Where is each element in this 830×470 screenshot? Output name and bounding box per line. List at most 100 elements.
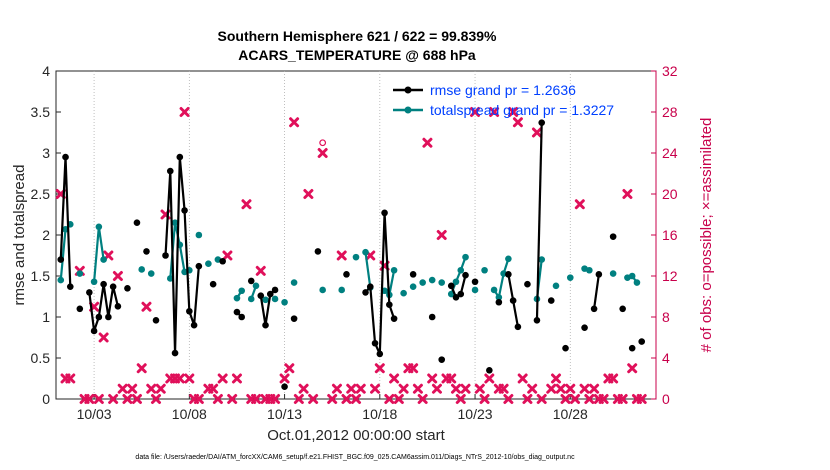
- rmse-point: [266, 290, 274, 298]
- obs-assimilated-marker: [289, 117, 300, 128]
- obs-assimilated-marker: [122, 394, 133, 404]
- x-axis-ticks: 10/03 10/08 10/13 10/18 10/23 10/28: [77, 394, 588, 422]
- obs-assimilated-marker: [231, 373, 242, 384]
- obs-assimilated-marker: [98, 332, 109, 343]
- totalspread-point: [57, 276, 65, 284]
- rmse-point: [533, 316, 541, 324]
- obs-assimilated-marker: [193, 394, 204, 404]
- rmse-point: [486, 367, 493, 374]
- rmse-point: [57, 256, 65, 263]
- obs-assimilated-marker: [336, 250, 347, 261]
- totalspread-point: [552, 282, 560, 290]
- obs-assimilated-marker: [498, 383, 509, 394]
- obs-assimilated-marker: [136, 363, 147, 374]
- totalspread-point: [609, 270, 617, 277]
- y-tick-label: 1.5: [31, 268, 51, 284]
- y-tick-label: 3: [42, 145, 50, 161]
- rmse-point: [86, 289, 93, 296]
- rmse-point: [638, 338, 646, 345]
- obs-assimilated-marker: [546, 383, 557, 394]
- rmse-point: [195, 262, 203, 270]
- obs-assimilated-marker: [146, 383, 157, 394]
- rmse-point: [595, 271, 603, 278]
- obs-assimilated-marker: [431, 383, 442, 394]
- rmse-point: [281, 383, 288, 391]
- rmse-point: [247, 277, 255, 285]
- obs-assimilated-marker: [622, 189, 633, 199]
- totalspread-point: [166, 275, 174, 282]
- totalspread-point: [95, 223, 103, 231]
- x-tick-label: 10/08: [172, 406, 207, 422]
- y-tick-label: 1: [42, 309, 50, 325]
- obs-assimilated-marker: [446, 373, 457, 384]
- legend-rmse-label: rmse grand pr = 1.2636: [430, 82, 576, 98]
- obs-assimilated-marker: [346, 383, 357, 394]
- obs-assimilated-marker: [155, 383, 166, 394]
- rmse-point: [452, 294, 460, 301]
- rmse-point: [209, 280, 217, 288]
- rmse-point: [233, 308, 241, 316]
- totalspread-point: [233, 294, 241, 302]
- rmse-point: [314, 248, 322, 255]
- y-tick-label: 2: [42, 227, 50, 243]
- rmse-point: [271, 286, 279, 294]
- legend-rmse-marker: [404, 86, 412, 94]
- y2-tick-label: 20: [662, 186, 678, 202]
- rmse-point: [547, 297, 555, 304]
- obs-assimilated-marker: [617, 394, 628, 404]
- legend-spread-label: totalspread grand pr = 1.3227: [430, 102, 614, 118]
- obs-assimilated-marker: [598, 394, 609, 404]
- obs-assimilated-marker: [527, 383, 538, 394]
- rmse-point: [181, 207, 188, 214]
- x-tick-label: 10/28: [553, 406, 588, 422]
- rmse-point: [290, 315, 298, 322]
- obs-assimilated-marker: [308, 394, 319, 404]
- y2-axis-label: # of obs: o=possible; ×=assimilated: [698, 118, 715, 353]
- rmse-point: [109, 283, 117, 290]
- y2-tick-label: 32: [662, 63, 678, 79]
- totalspread-point: [147, 270, 155, 277]
- rmse-point: [362, 289, 369, 296]
- obs-assimilated-marker: [393, 394, 404, 404]
- totalspread-point: [471, 286, 479, 294]
- obs-assimilated-marker: [127, 383, 138, 394]
- totalspread-point: [505, 255, 512, 263]
- rmse-point: [457, 290, 465, 298]
- obs-assimilated-marker: [460, 383, 471, 394]
- totalspread-point: [462, 253, 469, 261]
- y-tick-label: 0: [42, 391, 50, 407]
- rmse-point: [376, 350, 384, 358]
- totalspread-point: [457, 266, 465, 274]
- obs-assimilated-marker: [112, 271, 123, 281]
- rmse-point: [162, 252, 169, 259]
- rmse-point: [628, 344, 636, 352]
- totalspread-point: [566, 274, 574, 281]
- totalspread-point: [238, 287, 246, 295]
- obs-assimilated-marker: [589, 383, 600, 394]
- totalspread-point: [90, 278, 98, 286]
- plot-area: [55, 70, 657, 400]
- totalspread-point: [419, 279, 426, 286]
- y2-tick-label: 0: [662, 391, 670, 407]
- obs-assimilated-marker: [565, 383, 576, 394]
- rmse-point: [124, 285, 131, 292]
- y-tick-label: 0.5: [31, 350, 51, 366]
- rmse-point: [409, 271, 417, 278]
- obs-assimilated-marker: [255, 265, 266, 276]
- rmse-point: [438, 356, 446, 363]
- obs-assimilated-marker: [398, 383, 409, 394]
- obs-assimilated-marker: [608, 373, 619, 384]
- totalspread-point: [390, 266, 398, 274]
- x-tick-label: 10/18: [362, 406, 397, 422]
- obs-assimilated-marker: [151, 394, 161, 404]
- y2-tick-label: 16: [662, 227, 678, 243]
- obs-assimilated-marker: [555, 383, 566, 394]
- rmse-point: [495, 298, 503, 306]
- totalspread-point: [138, 266, 146, 273]
- obs-assimilated-marker: [251, 394, 261, 404]
- obs-assimilated-marker: [455, 394, 466, 404]
- obs-assimilated-marker: [489, 107, 500, 117]
- obs-assimilated-marker: [227, 394, 238, 404]
- y-tick-label: 3.5: [31, 104, 51, 120]
